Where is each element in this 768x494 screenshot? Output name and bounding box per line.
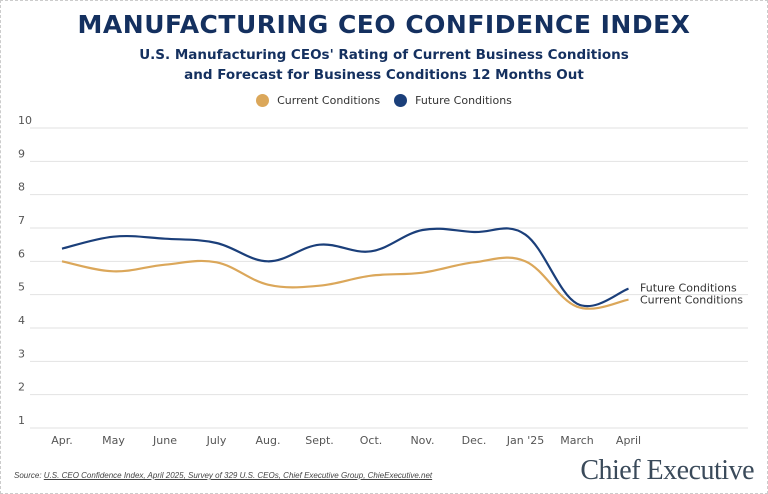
legend-item-current: Current Conditions — [256, 94, 380, 107]
y-tick-label: 5 — [18, 281, 25, 294]
x-tick-label: Sept. — [305, 434, 334, 447]
legend-marker-current — [256, 94, 270, 107]
chart-title: MANUFACTURING CEO CONFIDENCE INDEX — [77, 10, 691, 39]
y-tick-label: 2 — [18, 381, 25, 394]
legend-item-future: Future Conditions — [394, 94, 512, 107]
y-tick-label: 8 — [18, 181, 25, 194]
y-tick-label: 1 — [18, 414, 25, 427]
x-tick-label: June — [152, 434, 177, 447]
x-tick-label: Apr. — [51, 434, 73, 447]
x-tick-label: March — [560, 434, 594, 447]
subtitle-line-1: U.S. Manufacturing CEOs' Rating of Curre… — [139, 47, 629, 63]
y-tick-label: 7 — [18, 214, 25, 227]
source-link[interactable]: U.S. CEO Confidence Index, April 2025, S… — [43, 471, 433, 480]
source-note: Source: U.S. CEO Confidence Index, April… — [14, 471, 432, 480]
y-tick-label: 10 — [18, 114, 32, 127]
end-label-current: Current Conditions — [640, 294, 743, 307]
legend-label-current: Current Conditions — [277, 94, 381, 107]
legend: Current Conditions Future Conditions — [0, 94, 768, 107]
y-tick-label: 4 — [18, 314, 25, 327]
y-tick-label: 6 — [18, 247, 25, 260]
end-label-future: Future Conditions — [640, 282, 737, 295]
x-tick-label: May — [102, 434, 125, 447]
legend-label-future: Future Conditions — [415, 94, 512, 107]
x-tick-label: April — [616, 434, 641, 447]
chief-executive-logo: Chief Executive — [580, 455, 754, 486]
x-tick-label: Nov. — [410, 434, 434, 447]
chart-subtitle: U.S. Manufacturing CEOs' Rating of Curre… — [0, 45, 768, 85]
legend-marker-future — [394, 94, 408, 107]
x-tick-label: Oct. — [360, 434, 383, 447]
y-tick-label: 9 — [18, 147, 25, 160]
x-tick-label: Aug. — [256, 434, 281, 447]
y-tick-label: 3 — [18, 347, 25, 360]
x-tick-label: July — [206, 434, 227, 447]
x-tick-label: Jan '25 — [506, 434, 544, 447]
series-line-current — [61, 256, 629, 310]
x-tick-label: Dec. — [462, 434, 487, 447]
subtitle-line-2: and Forecast for Business Conditions 12 … — [184, 67, 584, 83]
source-prefix: Source: — [14, 471, 44, 480]
series-line-future — [61, 227, 629, 308]
